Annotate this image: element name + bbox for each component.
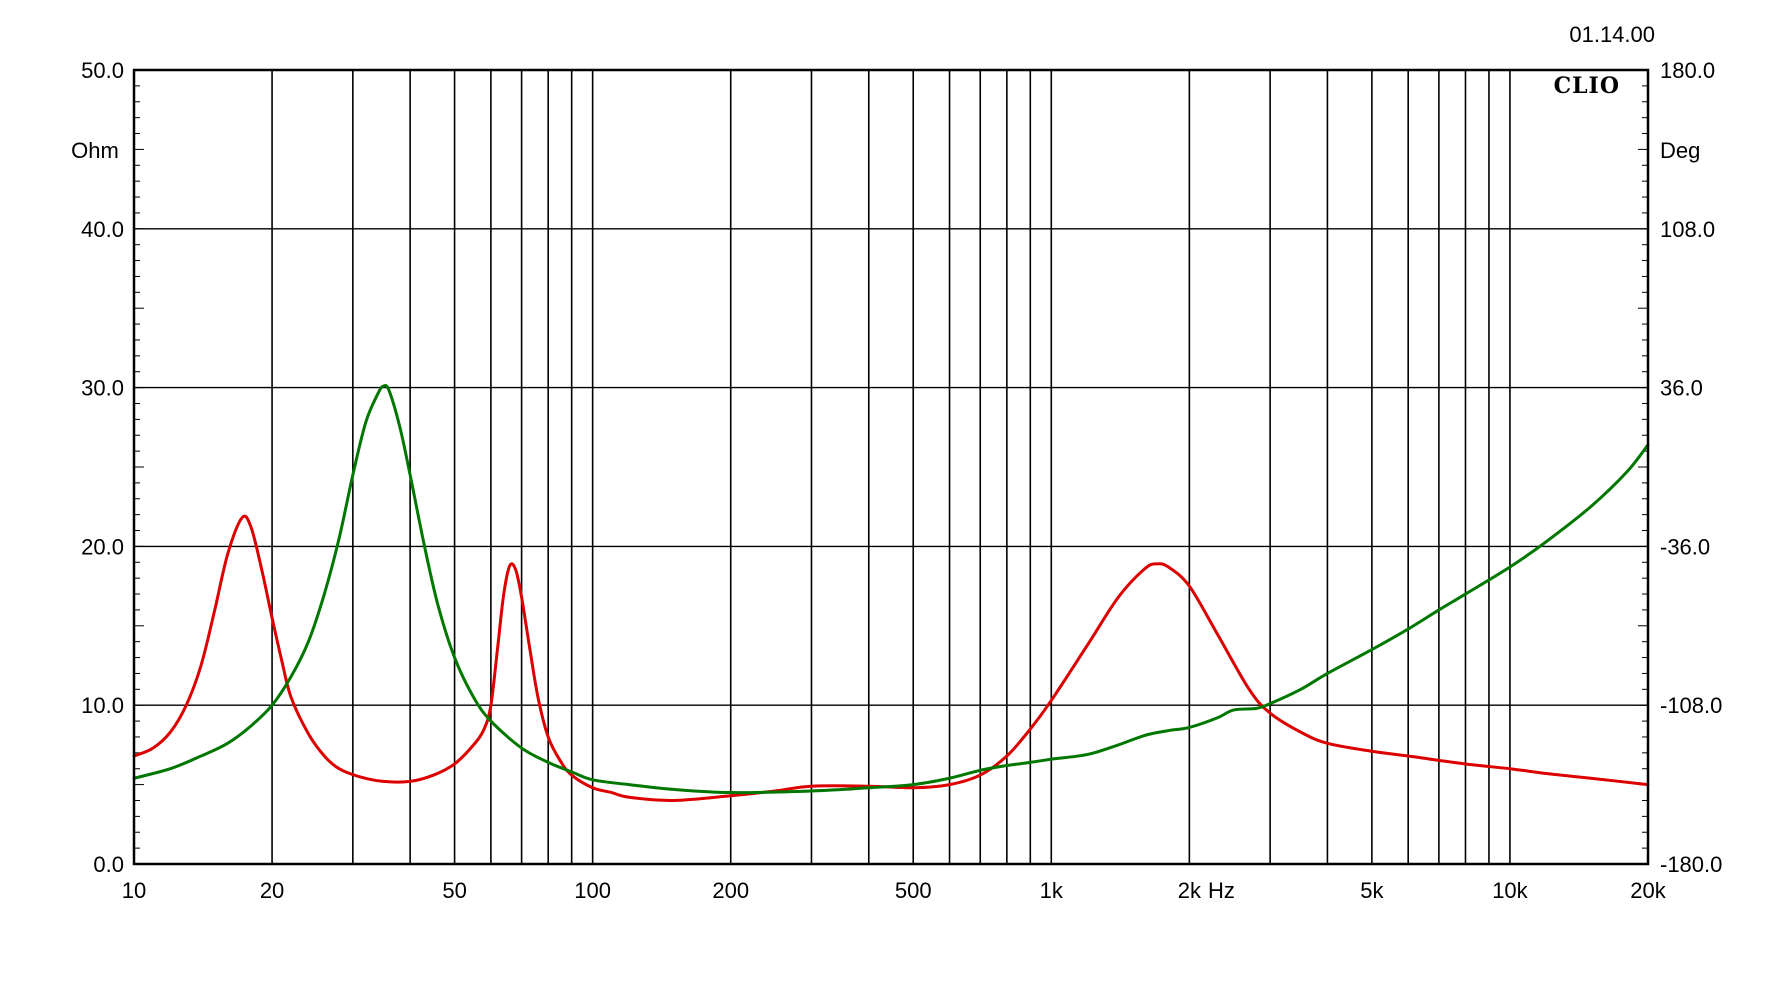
series-line-green (132, 383, 1650, 795)
right-y-tick-label: 108.0 (1660, 217, 1715, 242)
timestamp-label: 01.14.00 (1569, 22, 1655, 47)
right-axis-unit: Deg (1660, 138, 1700, 163)
right-y-tick-label: -108.0 (1660, 693, 1722, 718)
x-axis-unit: Hz (1208, 878, 1235, 903)
right-y-tick-label: -36.0 (1660, 534, 1710, 559)
plot-frame (132, 68, 1650, 866)
left-y-tick-label: 10.0 (81, 693, 124, 718)
left-y-tick-label: 0.0 (93, 852, 124, 877)
x-tick-label: 10 (122, 878, 146, 903)
brand-logo-text: CLIO (1554, 73, 1620, 99)
x-tick-label: 10k (1492, 878, 1528, 903)
x-tick-label: 100 (574, 878, 611, 903)
tick-labels: 10 20 50 100 200 500 1k 2k 5k 10k 20k 0.0 10.0 20.0 30… (81, 58, 1722, 903)
x-tick-label: 500 (895, 878, 932, 903)
x-tick-label: 20k (1630, 878, 1666, 903)
x-tick-label: 1k (1040, 878, 1064, 903)
left-y-tick-label: 20.0 (81, 534, 124, 559)
right-y-tick-label: 36.0 (1660, 376, 1703, 401)
x-tick-label: 200 (712, 878, 749, 903)
x-tick-label: 5k (1360, 878, 1384, 903)
right-y-tick-label: -180.0 (1660, 852, 1722, 877)
left-y-tick-label: 40.0 (81, 217, 124, 242)
x-tick-label: 2k (1178, 878, 1202, 903)
plot-border (132, 68, 1650, 866)
x-tick-label: 50 (442, 878, 466, 903)
left-y-tick-label: 50.0 (81, 58, 124, 83)
left-y-tick-label: 30.0 (81, 376, 124, 401)
series-layer (132, 383, 1650, 802)
major-gridlines (134, 70, 1648, 864)
x-tick-label: 20 (260, 878, 284, 903)
left-axis-unit: Ohm (71, 138, 119, 163)
right-y-tick-label: 180.0 (1660, 58, 1715, 83)
